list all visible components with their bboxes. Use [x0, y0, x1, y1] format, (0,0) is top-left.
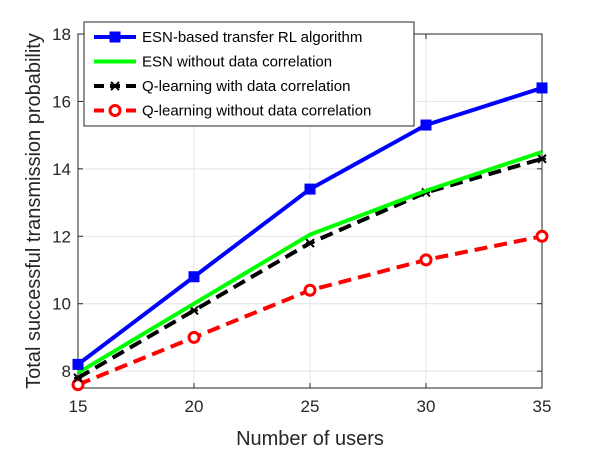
- data-point: [73, 373, 83, 383]
- data-point: [537, 154, 547, 164]
- y-tick-label: 18: [52, 25, 71, 44]
- legend-marker: [110, 81, 120, 91]
- x-tick-label: 25: [301, 397, 320, 416]
- x-axis-label: Number of users: [236, 428, 384, 450]
- legend-label: Q-learning without data correlation: [142, 103, 371, 120]
- data-point: [303, 283, 317, 297]
- series-layer: [71, 82, 549, 392]
- legend-label: Q-learning with data correlation: [142, 78, 350, 95]
- y-axis: 8 10 12 14 16 18: [52, 25, 542, 381]
- data-point: [188, 271, 200, 283]
- data-point: [535, 229, 549, 243]
- legend-entry: Q-learning without data correlation: [94, 103, 371, 120]
- series-line: [76, 150, 543, 375]
- data-point: [187, 330, 201, 344]
- legend-entry: Q-learning with data correlation: [94, 78, 350, 95]
- series-2: [76, 150, 543, 375]
- legend-entry: ESN-based transfer RL algorithm: [94, 29, 362, 46]
- data-point: [72, 358, 84, 370]
- data-point: [71, 378, 85, 392]
- legend-marker: [108, 104, 122, 117]
- x-tick-label: 20: [185, 397, 204, 416]
- y-tick-label: 10: [52, 295, 71, 314]
- x-tick-label: 30: [417, 397, 436, 416]
- y-tick-label: 8: [62, 362, 71, 381]
- y-tick-label: 16: [52, 92, 71, 111]
- legend-entry: ESN without data correlation: [94, 54, 332, 71]
- x-tick-label: 35: [533, 397, 552, 416]
- legend: ESN-based transfer RL algorithm ESN witho…: [83, 21, 415, 127]
- data-point: [536, 82, 548, 94]
- data-point: [305, 238, 315, 248]
- x-tick-label: 15: [69, 397, 88, 416]
- y-tick-label: 12: [52, 227, 71, 246]
- y-tick-label: 14: [52, 160, 71, 179]
- legend-label: ESN without data correlation: [142, 54, 332, 71]
- legend-box: [83, 21, 415, 127]
- y-axis-label: Total successful transmission probabilit…: [23, 33, 45, 389]
- series-1: [72, 82, 548, 370]
- series-4: [71, 229, 549, 392]
- data-point: [419, 253, 433, 267]
- data-point: [420, 119, 432, 131]
- data-point: [304, 183, 316, 195]
- legend-marker: [109, 31, 121, 43]
- data-point: [189, 305, 199, 316]
- legend-label: ESN-based transfer RL algorithm: [142, 29, 362, 46]
